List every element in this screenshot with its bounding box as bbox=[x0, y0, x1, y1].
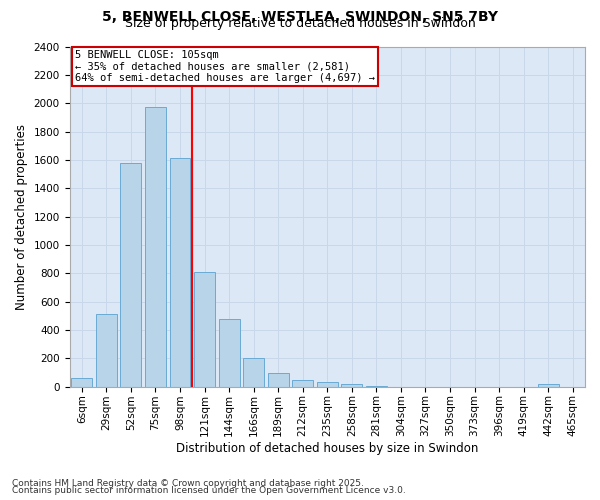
Text: Contains HM Land Registry data © Crown copyright and database right 2025.: Contains HM Land Registry data © Crown c… bbox=[12, 478, 364, 488]
Text: 5, BENWELL CLOSE, WESTLEA, SWINDON, SN5 7BY: 5, BENWELL CLOSE, WESTLEA, SWINDON, SN5 … bbox=[102, 10, 498, 24]
Bar bbox=[71, 378, 92, 386]
Y-axis label: Number of detached properties: Number of detached properties bbox=[15, 124, 28, 310]
Bar bbox=[538, 384, 559, 386]
Bar bbox=[292, 380, 313, 386]
X-axis label: Distribution of detached houses by size in Swindon: Distribution of detached houses by size … bbox=[176, 442, 478, 455]
Bar bbox=[121, 162, 142, 386]
Bar bbox=[96, 314, 117, 386]
Text: 5 BENWELL CLOSE: 105sqm
← 35% of detached houses are smaller (2,581)
64% of semi: 5 BENWELL CLOSE: 105sqm ← 35% of detache… bbox=[74, 50, 374, 83]
Bar bbox=[317, 382, 338, 386]
Bar bbox=[268, 373, 289, 386]
Bar bbox=[194, 272, 215, 386]
Bar bbox=[243, 358, 264, 386]
Text: Size of property relative to detached houses in Swindon: Size of property relative to detached ho… bbox=[125, 18, 475, 30]
Bar bbox=[218, 318, 239, 386]
Bar bbox=[341, 384, 362, 386]
Text: Contains public sector information licensed under the Open Government Licence v3: Contains public sector information licen… bbox=[12, 486, 406, 495]
Bar bbox=[145, 108, 166, 386]
Bar bbox=[170, 158, 190, 386]
